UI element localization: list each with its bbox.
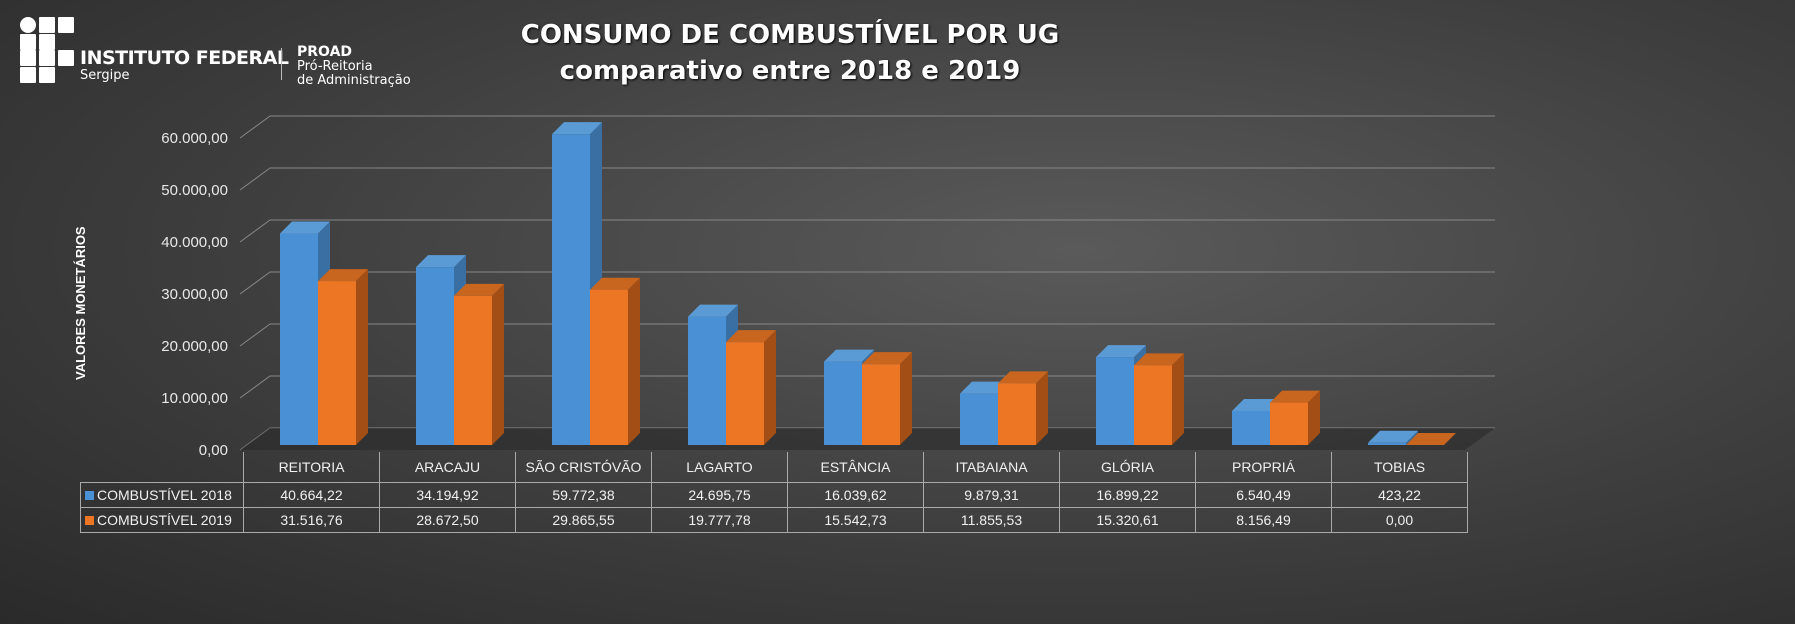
y-axis-label: VALORES MONETÁRIOS (73, 226, 88, 380)
category-label: LAGARTO (651, 452, 788, 483)
table-cell: 19.777,78 (651, 507, 788, 533)
bar-2019 (726, 330, 776, 445)
gridline (239, 219, 271, 243)
chart-subtitle: comparativo entre 2018 e 2019 (559, 56, 1021, 86)
gridline (239, 115, 271, 139)
table-cell: 59.772,38 (515, 482, 652, 508)
logo-square (39, 66, 55, 83)
legend-2019: COMBUSTÍVEL 2019 (80, 507, 244, 533)
legend-swatch-2018 (85, 491, 94, 500)
logo-square (20, 50, 36, 66)
department: PROAD Pró-Reitoria de Administração (297, 45, 411, 88)
legend-label: COMBUSTÍVEL 2019 (97, 512, 232, 528)
logo-square (58, 50, 74, 66)
y-tick-label: 20.000,00 (161, 338, 228, 355)
category-label: TOBIAS (1331, 452, 1468, 483)
gridline (239, 323, 271, 347)
bar-2019 (1406, 433, 1456, 445)
table-cell: 15.320,61 (1059, 507, 1196, 533)
category-label: GLÓRIA (1059, 452, 1196, 483)
bar-2019 (454, 283, 504, 445)
bar-2019 (1270, 390, 1320, 445)
table-cell: 16.039,62 (787, 482, 924, 508)
logo-square (39, 50, 55, 66)
chart-title: CONSUMO DE COMBUSTÍVEL POR UG (520, 20, 1060, 50)
table-cell: 15.542,73 (787, 507, 924, 533)
bar-2018 (1232, 398, 1282, 445)
table-cell: 16.899,22 (1059, 482, 1196, 508)
institution-name: INSTITUTO FEDERAL (80, 47, 289, 69)
table-cell: 24.695,75 (651, 482, 788, 508)
gridline (239, 271, 271, 295)
bar-2019 (1134, 353, 1184, 445)
bar-2019 (318, 269, 368, 445)
table-cell: 40.664,22 (243, 482, 380, 508)
legend-label: COMBUSTÍVEL 2018 (97, 487, 232, 503)
dept-line1: Pró-Reitoria (297, 59, 373, 74)
data-table: REITORIA ARACAJU SÃO CRISTÓVÃO LAGARTO ESTÂN… (80, 452, 1468, 533)
gridline (239, 375, 271, 399)
y-tick-label: 30.000,00 (161, 286, 228, 303)
logo-square (39, 17, 55, 33)
table-cell: 34.194,92 (379, 482, 516, 508)
category-label: ESTÂNCIA (787, 452, 924, 483)
table-cell: 28.672,50 (379, 507, 516, 533)
bar-2019 (998, 371, 1048, 445)
bar-2019 (862, 352, 912, 445)
logo-square (20, 33, 36, 50)
table-cell: 9.879,31 (923, 482, 1060, 508)
legend-swatch-2019 (85, 516, 94, 525)
logo-square (39, 33, 55, 50)
gridline (239, 167, 271, 191)
logo-square (20, 66, 36, 83)
category-label: ARACAJU (379, 452, 516, 483)
category-label: REITORIA (243, 452, 380, 483)
table-cell: 423,22 (1331, 482, 1468, 508)
dept-name: PROAD (297, 44, 353, 60)
category-label: PROPRIÁ (1195, 452, 1332, 483)
y-tick-label: 60.000,00 (161, 130, 228, 147)
table-cell: 29.865,55 (515, 507, 652, 533)
y-tick-label: 50.000,00 (161, 182, 228, 199)
bar-2018 (1368, 430, 1418, 445)
divider (281, 48, 282, 80)
category-label: ITABAIANA (923, 452, 1060, 483)
legend-2018: COMBUSTÍVEL 2018 (80, 482, 244, 508)
y-tick-label: 40.000,00 (161, 234, 228, 251)
bar-2019 (590, 277, 640, 445)
logo-square (20, 17, 36, 33)
table-corner (80, 452, 244, 483)
table-cell: 0,00 (1331, 507, 1468, 533)
table-cell: 11.855,53 (923, 507, 1060, 533)
campus-name: Sergipe (80, 68, 130, 83)
dept-line2: de Administração (297, 73, 411, 88)
table-cell: 31.516,76 (243, 507, 380, 533)
y-tick-label: 10.000,00 (161, 390, 228, 407)
category-label: SÃO CRISTÓVÃO (515, 452, 652, 483)
logo-square (58, 17, 74, 33)
table-cell: 8.156,49 (1195, 507, 1332, 533)
table-cell: 6.540,49 (1195, 482, 1332, 508)
